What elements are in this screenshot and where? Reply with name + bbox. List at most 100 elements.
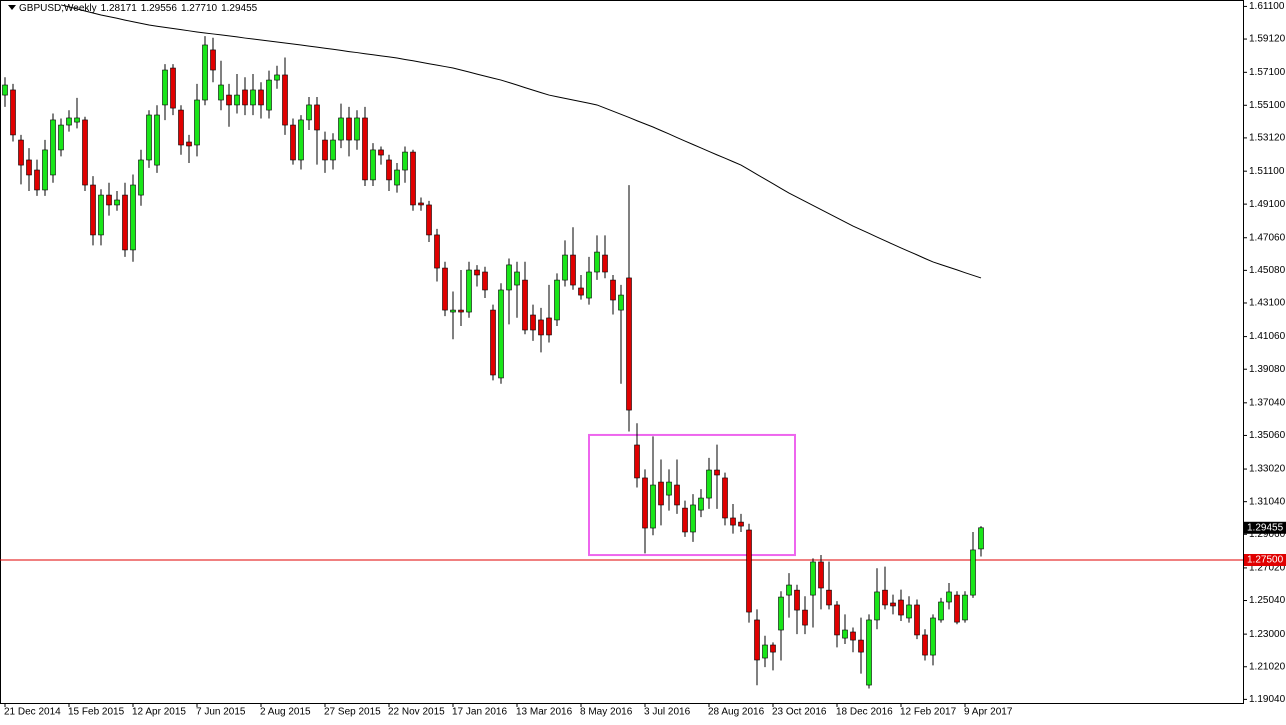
candle-body [170, 67, 176, 109]
candle-body [738, 521, 744, 527]
candle-body [90, 184, 96, 236]
candle-body [874, 591, 880, 621]
candle-body [642, 477, 648, 529]
candle-body [906, 604, 912, 619]
y-tick-label: 1.43100 [1249, 298, 1286, 309]
candle-body [946, 591, 952, 603]
candle-body [314, 104, 320, 131]
candle-body [546, 317, 552, 336]
x-tick-label: 27 Sep 2015 [324, 707, 381, 718]
candle-body [602, 254, 608, 273]
candle-body [122, 194, 128, 251]
candle-body [634, 444, 640, 479]
y-tick-label: 1.33020 [1249, 464, 1286, 475]
candle-body [2, 84, 8, 96]
candle-body [498, 289, 504, 379]
candle-body [202, 44, 208, 101]
candle-body [242, 89, 248, 106]
candle-body [10, 89, 16, 136]
candle-body [722, 477, 728, 519]
candle-body [954, 594, 960, 623]
x-tick-label: 9 Apr 2017 [964, 707, 1013, 718]
candle-body [450, 309, 456, 313]
y-tick-label: 1.19040 [1249, 694, 1286, 705]
candle-body [514, 271, 520, 286]
candle-body [474, 269, 480, 276]
annotation-box [588, 433, 796, 557]
x-tick-label: 23 Oct 2016 [772, 707, 827, 718]
candle-body [914, 604, 920, 636]
candle-body [658, 481, 664, 506]
chart-info: GBPUSD,Weekly 1.28171 1.29556 1.27710 1.2945… [8, 3, 261, 14]
candle-body [266, 79, 272, 111]
candle-body [394, 169, 400, 186]
candle-body [154, 114, 160, 166]
candle-body [466, 269, 472, 313]
candle-body [210, 49, 216, 71]
candle-body [50, 119, 56, 176]
candle-body [66, 117, 72, 126]
chart-title: GBPUSD,Weekly [19, 3, 97, 14]
candle-body [706, 469, 712, 499]
x-tick-label: 28 Aug 2016 [708, 707, 765, 718]
candle-body [754, 619, 760, 661]
candle-body [962, 594, 968, 621]
candle-body [970, 549, 976, 596]
candle-body [594, 251, 600, 273]
candle-body [586, 271, 592, 299]
candle-body [746, 529, 752, 613]
price-tag [1244, 521, 1286, 534]
candle-body [338, 117, 344, 141]
menu-arrow[interactable] [8, 4, 16, 12]
candle-body [666, 481, 672, 496]
candle-body [146, 114, 152, 161]
candle-body [810, 561, 816, 596]
candle-body [434, 234, 440, 269]
y-tick-label: 1.57100 [1249, 67, 1286, 78]
candle-body [330, 139, 336, 161]
candle-body [562, 254, 568, 281]
candle-body [610, 279, 616, 301]
candle-body [186, 141, 192, 147]
candle-body [674, 484, 680, 506]
candle-body [770, 644, 776, 653]
candle-body [410, 151, 416, 206]
candle-body [290, 124, 296, 161]
level-tag-label: 1.27500 [1247, 555, 1284, 566]
moving-average [60, 4, 982, 279]
candle-body [866, 619, 872, 686]
x-tick-label: 15 Feb 2015 [68, 707, 125, 718]
plot-frame [0, 0, 1244, 704]
candle-body [42, 149, 48, 191]
candle-body [114, 199, 120, 206]
candle-body [458, 309, 464, 313]
candle-body [402, 151, 408, 171]
y-tick-label: 1.27020 [1249, 563, 1286, 574]
candle-body [282, 74, 288, 126]
candle-body [354, 117, 360, 141]
candle-body [762, 644, 768, 659]
x-tick-label: 8 May 2016 [580, 707, 633, 718]
x-tick-label: 12 Feb 2017 [900, 707, 957, 718]
y-tick-label: 1.53120 [1249, 133, 1286, 144]
x-tick-label: 17 Jan 2016 [452, 707, 507, 718]
candle-body [98, 194, 104, 236]
candle-body [698, 497, 704, 511]
info-label: 1.29455 [221, 3, 258, 14]
y-tick-label: 1.55100 [1249, 100, 1286, 111]
y-tick-label: 1.61100 [1249, 1, 1285, 12]
candle-body [578, 287, 584, 296]
y-tick-label: 1.29060 [1249, 529, 1286, 540]
candle-body [922, 634, 928, 656]
candle-body [306, 104, 312, 121]
candle-body [794, 589, 800, 611]
y-tick-label: 1.21020 [1249, 661, 1286, 672]
candle-body [426, 204, 432, 236]
candle-body [554, 279, 560, 321]
candle-body [258, 89, 264, 106]
info-label: 1.28171 [100, 3, 137, 14]
candle-body [482, 271, 488, 291]
candle-body [882, 589, 888, 606]
